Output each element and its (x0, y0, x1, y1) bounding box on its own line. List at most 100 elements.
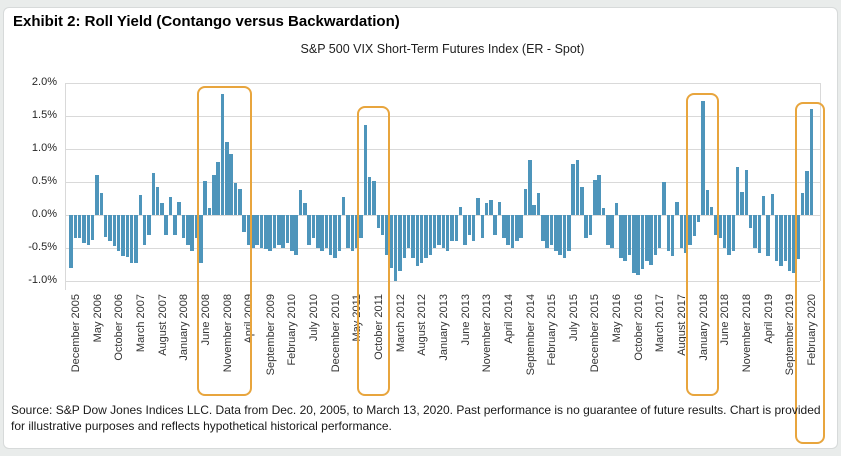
bar (627, 215, 632, 255)
bar (779, 215, 783, 267)
x-axis-label: June 2018 (719, 294, 732, 346)
bar (532, 205, 536, 215)
bar (168, 196, 173, 215)
source-note: Source: S&P Dow Jones Indices LLC. Data … (11, 403, 821, 433)
bar (251, 215, 255, 248)
bar (528, 159, 532, 215)
bar (398, 215, 402, 272)
bar (181, 215, 186, 239)
bar (121, 215, 125, 256)
bar (696, 215, 701, 222)
bar (731, 215, 736, 252)
bar (766, 215, 770, 256)
bar (142, 215, 147, 245)
x-axis-label: March 2007 (134, 294, 147, 353)
bar (125, 215, 130, 257)
bar (350, 215, 355, 252)
bar (497, 201, 502, 215)
y-gridline (65, 116, 820, 117)
bar (515, 215, 519, 242)
x-axis-label: December 2010 (329, 294, 342, 373)
bar (151, 172, 155, 215)
bar (632, 215, 636, 274)
x-axis-label: November 2013 (481, 294, 494, 373)
bar (354, 215, 359, 248)
bar (471, 215, 476, 242)
y-axis-label: 1.0% (31, 142, 57, 154)
y-axis-label: 0.5% (31, 175, 57, 187)
bar (281, 215, 285, 248)
bar (523, 188, 528, 215)
y-axis-label: 0.0% (31, 208, 57, 220)
highlight-box (686, 93, 720, 396)
bar (298, 189, 303, 215)
bar (619, 215, 623, 258)
bar (567, 215, 571, 252)
bar (571, 163, 575, 215)
bar (679, 215, 684, 248)
chart-title: S&P 500 VIX Short-Term Futures Index (ER… (300, 42, 585, 56)
x-axis-label: December 2005 (70, 294, 82, 373)
y-gridline (65, 248, 820, 249)
plot-right-border (820, 83, 821, 281)
bar (95, 175, 99, 215)
bar (199, 215, 203, 264)
bar (233, 183, 238, 215)
bar (606, 215, 610, 245)
bar (90, 215, 95, 241)
bar (186, 215, 190, 245)
x-axis-label: May 2016 (611, 294, 624, 343)
bar (588, 215, 593, 235)
bar (294, 215, 298, 255)
x-axis-label: August 2012 (416, 294, 429, 356)
bar (86, 215, 91, 245)
highlight-box (357, 106, 391, 396)
bar (796, 215, 801, 259)
bar (246, 215, 251, 245)
bar (406, 215, 411, 248)
bar (601, 208, 606, 215)
bar (385, 215, 389, 255)
bar (259, 215, 264, 248)
x-axis-label: May 2006 (91, 294, 104, 343)
bar (506, 215, 510, 245)
bar (580, 186, 584, 215)
bar (536, 193, 541, 215)
x-axis-label: March 2017 (654, 294, 667, 353)
bar (108, 215, 112, 242)
bar (155, 186, 160, 215)
bar (670, 215, 675, 256)
bar (238, 188, 242, 215)
bar (450, 215, 454, 242)
bar (484, 203, 489, 215)
bar (541, 215, 545, 242)
exhibit-title: Exhibit 2: Roll Yield (Contango versus B… (13, 13, 400, 30)
bar (463, 215, 467, 245)
bar (415, 215, 420, 267)
bar (380, 215, 385, 235)
y-axis-line (65, 83, 66, 290)
bar (77, 215, 82, 239)
bar (441, 215, 446, 248)
bar (129, 215, 134, 263)
bar (683, 215, 688, 254)
bar (164, 215, 168, 235)
x-axis-label: November 2018 (740, 294, 753, 373)
x-axis-label: October 2016 (632, 294, 645, 361)
bar (320, 215, 324, 252)
bar (476, 197, 480, 215)
bar (554, 215, 558, 252)
bar (740, 191, 744, 215)
bar (290, 215, 294, 252)
bar (424, 215, 428, 258)
bar (324, 215, 329, 248)
bar (346, 215, 350, 248)
bar (562, 215, 567, 258)
bar (787, 215, 792, 272)
bar (69, 215, 73, 268)
bar (341, 196, 346, 215)
bar (666, 215, 671, 252)
bar (359, 215, 363, 239)
bar (722, 215, 727, 248)
bar (268, 215, 272, 252)
